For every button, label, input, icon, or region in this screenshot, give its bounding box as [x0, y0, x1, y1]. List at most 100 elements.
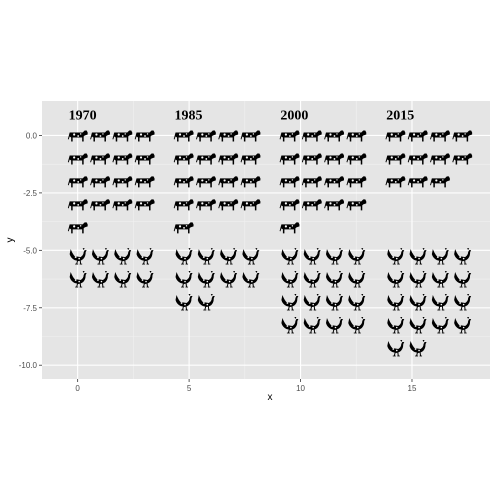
y-tick-label: -2.5	[23, 189, 37, 198]
cow-icon	[67, 199, 88, 211]
cow-icon	[67, 222, 88, 234]
y-tick-label: -10.0	[19, 361, 38, 370]
cow-icon	[173, 222, 194, 234]
chicken-icon	[114, 271, 132, 288]
chicken-icon	[431, 271, 449, 288]
group-year-label: 1985	[175, 108, 203, 123]
cow-icon	[346, 153, 367, 165]
cow-icon	[218, 176, 239, 188]
cow-icon	[90, 176, 110, 188]
chicken-icon	[197, 248, 215, 265]
chicken-icon	[387, 271, 405, 288]
cow-icon	[385, 176, 406, 188]
chicken-icon	[409, 294, 427, 311]
group-year-label: 1970	[69, 108, 97, 123]
chicken-icon	[220, 271, 238, 288]
chicken-icon	[409, 248, 427, 265]
chicken-icon	[387, 294, 405, 311]
chicken-icon	[281, 271, 299, 288]
cow-icon	[218, 130, 239, 142]
cow-icon	[240, 199, 261, 211]
panel-background	[42, 101, 490, 379]
cow-icon	[407, 130, 428, 142]
y-tick-label: 0.0	[26, 131, 38, 140]
x-axis: 0 5 10 15	[75, 379, 417, 393]
cow-icon	[196, 153, 216, 165]
x-tick-label: 10	[296, 384, 305, 393]
chicken-icon	[325, 294, 343, 311]
chicken-icon	[303, 294, 321, 311]
chicken-icon	[454, 248, 472, 265]
chicken-icon	[242, 248, 260, 265]
chicken-icon	[69, 271, 87, 288]
cow-icon	[196, 130, 216, 142]
chicken-icon	[136, 271, 154, 288]
cow-icon	[240, 130, 261, 142]
cow-icon	[67, 130, 88, 142]
chicken-icon	[175, 294, 193, 311]
chicken-icon	[348, 317, 366, 334]
cow-icon	[173, 176, 194, 188]
cow-icon	[279, 222, 300, 234]
cow-icon	[452, 130, 473, 142]
cow-icon	[452, 153, 473, 165]
cow-icon	[279, 130, 300, 142]
chicken-icon	[348, 294, 366, 311]
cow-icon	[430, 153, 450, 165]
cow-icon	[301, 176, 322, 188]
y-tick-label: -7.5	[23, 304, 37, 313]
chicken-icon	[281, 317, 299, 334]
cow-icon	[218, 199, 239, 211]
x-tick-label: 0	[75, 384, 80, 393]
cow-icon	[90, 153, 110, 165]
chicken-icon	[325, 317, 343, 334]
cow-icon	[196, 176, 216, 188]
cow-icon	[112, 199, 133, 211]
chicken-icon	[281, 294, 299, 311]
cow-icon	[218, 153, 239, 165]
cow-icon	[112, 176, 133, 188]
chicken-icon	[281, 248, 299, 265]
chicken-icon	[91, 248, 109, 265]
cow-icon	[173, 153, 194, 165]
cow-icon	[173, 130, 194, 142]
chicken-icon	[431, 248, 449, 265]
chicken-icon	[348, 248, 366, 265]
chicken-icon	[431, 294, 449, 311]
x-tick-label: 5	[187, 384, 192, 393]
chicken-icon	[303, 271, 321, 288]
glyph-layer	[67, 130, 473, 357]
cow-icon	[430, 176, 450, 188]
group-year-label: 2000	[280, 108, 308, 123]
y-axis-title: y	[5, 238, 16, 243]
chicken-icon	[69, 248, 87, 265]
chicken-icon	[409, 271, 427, 288]
chicken-icon	[454, 271, 472, 288]
chicken-icon	[242, 271, 260, 288]
chicken-icon	[197, 271, 215, 288]
chicken-icon	[454, 294, 472, 311]
cow-icon	[346, 176, 367, 188]
cow-icon	[67, 176, 88, 188]
cow-icon	[324, 130, 344, 142]
chicken-icon	[387, 339, 405, 357]
chicken-icon	[325, 248, 343, 265]
group-year-label: 2015	[386, 108, 414, 123]
chicken-icon	[175, 271, 193, 288]
chicken-icon	[348, 271, 366, 288]
group-labels: 1970 1985 2000 2015	[69, 108, 415, 123]
cow-icon	[134, 176, 155, 188]
cow-icon	[407, 153, 428, 165]
cow-icon	[134, 199, 155, 211]
cow-icon	[279, 153, 300, 165]
cow-icon	[67, 153, 88, 165]
cow-icon	[196, 199, 216, 211]
cow-icon	[324, 199, 344, 211]
cow-icon	[279, 199, 300, 211]
chicken-icon	[409, 317, 427, 334]
chicken-icon	[454, 317, 472, 334]
chicken-icon	[175, 248, 193, 265]
chicken-icon	[387, 317, 405, 334]
cow-icon	[90, 130, 110, 142]
